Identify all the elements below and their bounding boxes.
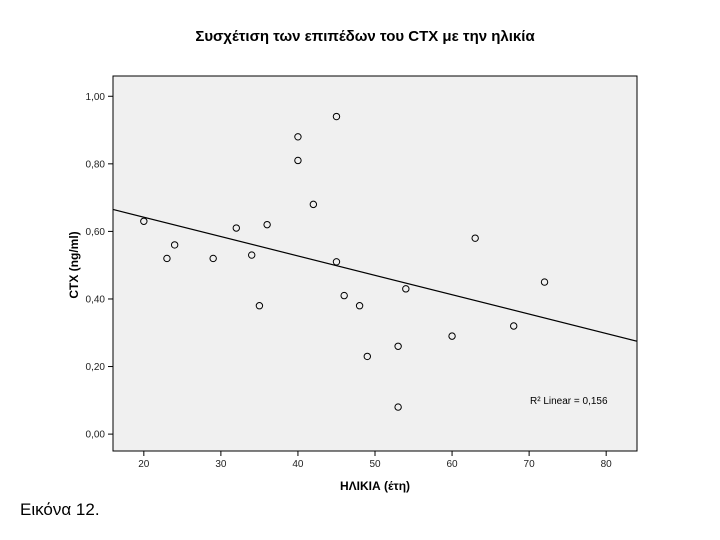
data-point (448, 332, 456, 340)
data-point (355, 302, 364, 310)
plot-area (112, 75, 638, 452)
data-point (540, 278, 549, 286)
data-point (510, 322, 518, 330)
data-point (402, 285, 410, 293)
data-point (170, 241, 179, 249)
data-point (294, 133, 302, 141)
y-tick-label: 0,00 (86, 430, 106, 441)
r-squared-annotation: R² Linear = 0,156 (530, 396, 608, 407)
data-point (255, 302, 264, 310)
y-axis-title: CTX (ng/ml) (67, 231, 81, 298)
x-axis: 20 30 40 50 60 70 80 (138, 451, 612, 470)
y-tick-label: 0,20 (86, 362, 106, 373)
y-tick-label: 0,60 (86, 227, 106, 238)
y-tick-label: 1,00 (86, 92, 106, 103)
figure-caption: Εικόνα 12. (20, 500, 100, 519)
data-point (332, 258, 341, 266)
y-axis: 0,00 0,20 0,40 0,60 0,80 1,00 (86, 92, 113, 441)
data-point (232, 224, 240, 232)
x-tick-label: 30 (215, 459, 227, 470)
y-tick-label: 0,40 (86, 294, 106, 305)
y-tick-label: 0,80 (86, 159, 106, 170)
data-point (209, 254, 217, 263)
data-point (294, 156, 302, 165)
data-point (248, 251, 256, 259)
regression-line (112, 208, 638, 342)
data-point (394, 342, 402, 350)
x-tick-label: 40 (292, 459, 304, 470)
data-point (332, 112, 341, 121)
x-tick-label: 20 (138, 459, 150, 470)
x-tick-label: 60 (446, 459, 458, 470)
data-points (140, 112, 549, 411)
data-point (309, 200, 318, 209)
x-axis-title: ΗΛΙΚΙΑ (έτη) (340, 479, 410, 493)
data-point (340, 291, 348, 300)
data-point (394, 403, 402, 411)
data-point (140, 217, 148, 225)
chart-title: Συσχέτιση των επιπέδων του CTX με την ηλ… (195, 28, 535, 45)
data-point (263, 220, 271, 229)
data-point (163, 254, 171, 263)
x-tick-label: 50 (369, 459, 381, 470)
data-point (363, 352, 371, 361)
fit-line-group (112, 208, 638, 342)
x-tick-label: 80 (601, 459, 613, 470)
data-point (471, 234, 479, 242)
x-tick-label: 70 (524, 459, 536, 470)
